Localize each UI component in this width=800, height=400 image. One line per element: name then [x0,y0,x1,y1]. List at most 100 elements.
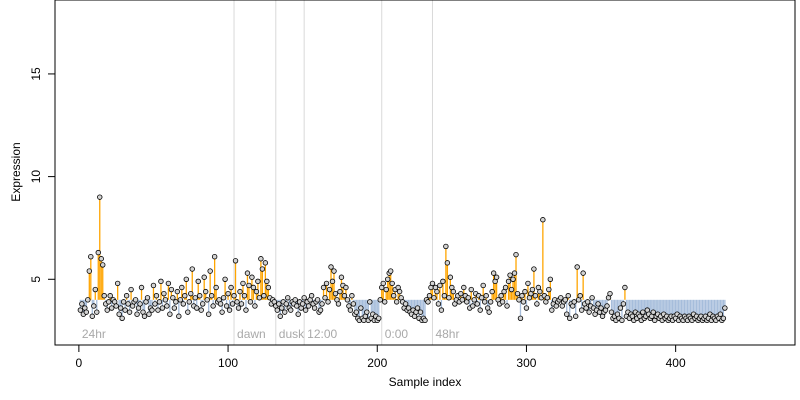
data-point [498,293,504,299]
data-point [192,295,198,301]
data-point [170,295,176,301]
data-point [574,264,580,270]
data-point [341,293,348,299]
data-point [116,311,122,317]
data-point [328,264,334,270]
data-point [486,309,492,315]
data-point [234,299,240,305]
data-point [443,243,449,250]
data-point [150,282,157,289]
data-point [177,297,184,303]
x-axis: 0 100 200 300 400 [76,344,686,370]
data-point [171,305,178,311]
data-point [470,303,476,309]
data-point [546,286,552,293]
data-point [252,303,258,309]
data-point [531,266,537,272]
data-point [502,284,509,291]
data-point [201,274,207,280]
data-point [220,295,227,301]
data-point [247,299,254,305]
data-point [250,284,257,291]
data-point [320,284,327,291]
data-point [426,293,433,299]
data-point [571,299,577,305]
data-point [338,274,345,280]
data-point [595,301,601,307]
data-point [194,305,200,311]
data-point [577,293,583,299]
data-point [586,309,592,315]
data-point [91,303,97,309]
data-point [274,307,280,313]
data-point [722,305,728,311]
x-tick-label: 300 [516,356,536,370]
data-point [382,299,388,305]
data-point [219,309,225,315]
y-tick-label: 5 [29,276,43,283]
data-point [717,311,724,317]
data-point [584,299,591,305]
data-point [529,286,536,293]
data-point [207,268,213,274]
data-point [195,278,201,285]
data-point [241,293,248,299]
data-point [237,288,243,295]
x-tick-label: 200 [367,356,387,370]
data-point [520,299,527,305]
data-point [132,297,139,303]
data-point [246,282,252,289]
data-point [182,293,188,299]
data-point [235,305,242,311]
data-point [77,307,84,313]
data-point [434,288,440,295]
region-label: 24hr [82,327,106,341]
data-point [83,309,90,315]
y-axis: 5 10 15 [29,67,56,283]
data-point [179,284,185,291]
region-labels: 24hr dawn dusk 12:00 0:00 48hr [82,327,460,341]
data-point [474,301,480,307]
data-point [161,290,167,297]
data-point [311,305,318,311]
data-point [343,284,349,291]
data-point [514,290,521,297]
data-point [578,307,585,313]
region-label: 0:00 [385,327,409,341]
data-point [186,299,192,305]
data-point [282,309,288,315]
data-point [387,268,394,274]
data-point [640,309,646,315]
data-point [417,309,424,315]
data-point [264,278,270,285]
data-point [134,311,140,317]
data-point [332,290,339,297]
data-point [152,301,158,307]
data-point [499,299,506,305]
data-point [510,276,516,282]
data-point [580,270,586,276]
data-point [302,307,309,313]
data-point [490,270,497,276]
data-point [358,305,364,311]
data-point [471,297,477,303]
data-point [295,311,301,317]
data-point [98,256,104,262]
data-point [183,276,189,282]
data-point [396,288,403,295]
data-point [168,286,175,293]
data-point [429,280,436,287]
data-point [558,295,564,301]
data-point [279,305,285,311]
data-point [322,295,328,301]
data-point [202,288,209,295]
data-point [217,301,224,307]
data-point [331,268,337,274]
data-point [583,305,589,311]
data-point [564,311,570,317]
data-point [572,313,579,319]
data-point [114,280,121,287]
data-point [153,293,160,299]
data-point [547,276,554,282]
